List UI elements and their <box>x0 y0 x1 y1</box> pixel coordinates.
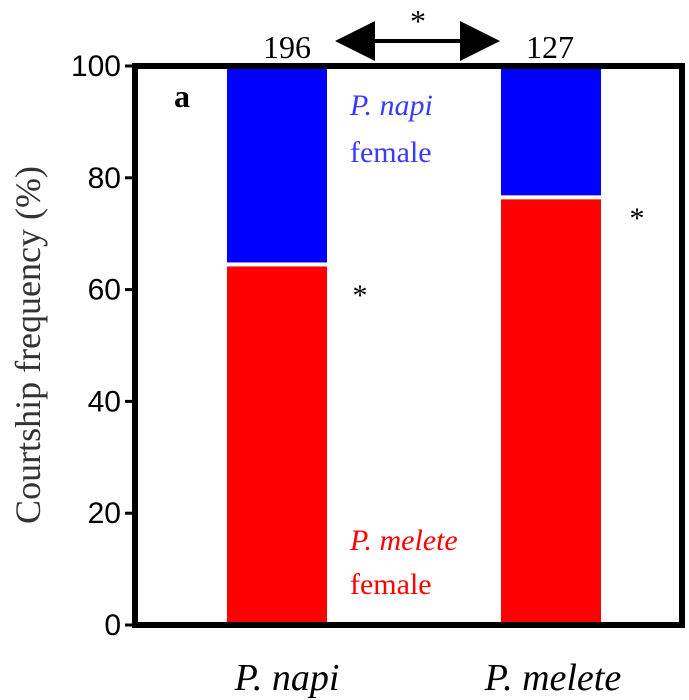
bars-layer <box>227 66 601 626</box>
category-label-napi: P. napi <box>234 657 340 699</box>
legend-melete-sex: female <box>350 568 432 601</box>
y-tick-label: 0 <box>104 609 121 642</box>
bar-p-napi-napi-segment <box>227 66 327 263</box>
total-napi: 196 <box>263 29 311 65</box>
legend-melete-species: P. melete <box>349 524 458 557</box>
y-tick-label: 80 <box>88 162 121 195</box>
legend-napi-species: P. napi <box>349 89 433 122</box>
significance-melete: * <box>630 202 645 235</box>
significance-napi: * <box>353 279 368 312</box>
y-tick-label: 100 <box>71 50 121 83</box>
bar-p-melete-napi-segment <box>501 66 601 196</box>
legend-napi-sex: female <box>350 136 432 169</box>
significance-between-totals: * <box>410 3 426 39</box>
total-melete: 127 <box>526 29 574 65</box>
axes-layer: 0 20 40 60 80 100 <box>71 50 685 642</box>
y-tick-label: 20 <box>88 497 121 530</box>
panel-label: a <box>174 78 190 114</box>
category-label-melete: P. melete <box>484 657 622 699</box>
bar-p-melete-melete-segment <box>501 199 601 626</box>
plot-frame <box>132 63 685 628</box>
y-tick-label: 40 <box>88 385 121 418</box>
y-axis-label: Courtship frequency (%) <box>8 166 48 524</box>
bar-p-napi-melete-segment <box>227 266 327 625</box>
y-tick-label: 60 <box>88 274 121 307</box>
